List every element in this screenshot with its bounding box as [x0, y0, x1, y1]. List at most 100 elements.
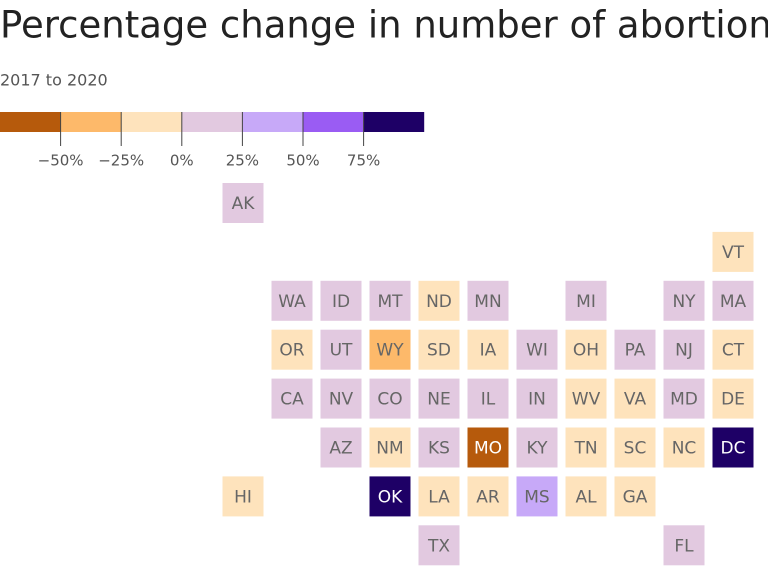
state-label: CA	[280, 390, 304, 410]
state-tile	[418, 329, 460, 370]
state-label: NE	[427, 390, 450, 410]
state-tile	[467, 476, 509, 517]
state-tile	[222, 476, 264, 517]
state-tile	[516, 329, 558, 370]
state-tile	[712, 378, 754, 419]
state-tile	[418, 427, 460, 468]
state-tile	[271, 378, 313, 419]
state-tile	[565, 427, 607, 468]
state-tile	[320, 378, 362, 419]
state-label: OH	[573, 341, 599, 361]
legend-label: −50%	[38, 152, 84, 170]
state-tile	[222, 183, 264, 223]
state-label: IN	[528, 390, 546, 410]
state-tile	[712, 231, 754, 272]
state-tile	[369, 329, 411, 370]
state-tile	[271, 280, 313, 321]
state-tile	[516, 427, 558, 468]
state-label: WV	[572, 390, 601, 410]
state-tile	[516, 378, 558, 419]
legend-swatch	[242, 112, 303, 132]
state-label: AR	[476, 487, 500, 507]
state-label: IA	[480, 341, 497, 361]
state-tile	[418, 280, 460, 321]
state-tile	[565, 378, 607, 419]
state-tile	[467, 329, 509, 370]
state-label: MS	[524, 487, 549, 507]
legend: −50% −25% 0% 25% 50% 75%	[0, 112, 425, 170]
state-tile	[663, 427, 705, 468]
state-tile	[418, 476, 460, 517]
state-label: TN	[573, 439, 597, 459]
legend-label: 75%	[347, 152, 380, 170]
state-label: NM	[376, 439, 403, 459]
state-tile	[271, 329, 313, 370]
state-label: ND	[426, 292, 452, 312]
state-label: SD	[427, 341, 451, 361]
state-tile	[663, 280, 705, 321]
state-tile	[614, 427, 656, 468]
state-tile	[369, 280, 411, 321]
tile-map: AK VT WA ID MT ND MN MI NY MA OR UT WY SD IA WI OH PA NJ CT…	[222, 183, 754, 566]
state-tile	[712, 329, 754, 370]
title: Percentage change in number of abortions	[0, 4, 768, 47]
state-label: LA	[428, 487, 450, 507]
legend-swatch	[121, 112, 182, 132]
state-tile	[467, 378, 509, 419]
state-label: AL	[575, 487, 597, 507]
state-label: MN	[474, 292, 501, 312]
state-label: MA	[720, 292, 747, 312]
state-tile	[320, 427, 362, 468]
state-tile	[467, 427, 509, 468]
legend-label: 25%	[226, 152, 259, 170]
state-label: DC	[721, 439, 746, 459]
state-label: HI	[234, 487, 252, 507]
state-tile	[663, 329, 705, 370]
state-label: ID	[332, 292, 350, 312]
state-tile	[418, 525, 460, 566]
state-tile	[418, 378, 460, 419]
state-label: NY	[672, 292, 696, 312]
state-label: CO	[377, 390, 402, 410]
state-label: UT	[330, 341, 353, 361]
state-label: OR	[279, 341, 304, 361]
state-tile	[614, 476, 656, 517]
state-label: VA	[624, 390, 647, 410]
state-tile	[369, 476, 411, 517]
state-label: NV	[329, 390, 354, 410]
state-tile	[320, 329, 362, 370]
state-label: OK	[378, 487, 403, 507]
state-tile	[663, 525, 705, 566]
state-label: MT	[377, 292, 403, 312]
legend-label: −25%	[98, 152, 144, 170]
state-label: IL	[481, 390, 496, 410]
state-tile	[565, 476, 607, 517]
state-label: NJ	[675, 341, 693, 361]
state-label: KS	[428, 439, 450, 459]
state-label: CT	[722, 341, 745, 361]
state-label: FL	[674, 536, 694, 556]
state-tile	[663, 378, 705, 419]
legend-swatch	[0, 112, 61, 132]
state-label: KY	[527, 439, 549, 459]
subtitle: 2017 to 2020	[0, 71, 108, 90]
state-label: PA	[625, 341, 646, 361]
state-tile	[712, 280, 754, 321]
legend-swatch	[181, 112, 243, 132]
state-label: NC	[672, 439, 697, 459]
state-label: TX	[427, 536, 450, 556]
state-label: SC	[624, 439, 647, 459]
state-label: MO	[474, 439, 502, 459]
state-tile	[565, 280, 607, 321]
state-tile	[614, 329, 656, 370]
state-tile	[565, 329, 607, 370]
state-label: WI	[526, 341, 548, 361]
state-tile	[712, 427, 754, 468]
legend-swatch	[303, 112, 364, 132]
state-tile	[516, 476, 558, 517]
state-tile	[369, 427, 411, 468]
state-label: DE	[721, 390, 745, 410]
state-label: WA	[278, 292, 306, 312]
state-label: AK	[232, 194, 256, 214]
state-label: MI	[576, 292, 596, 312]
